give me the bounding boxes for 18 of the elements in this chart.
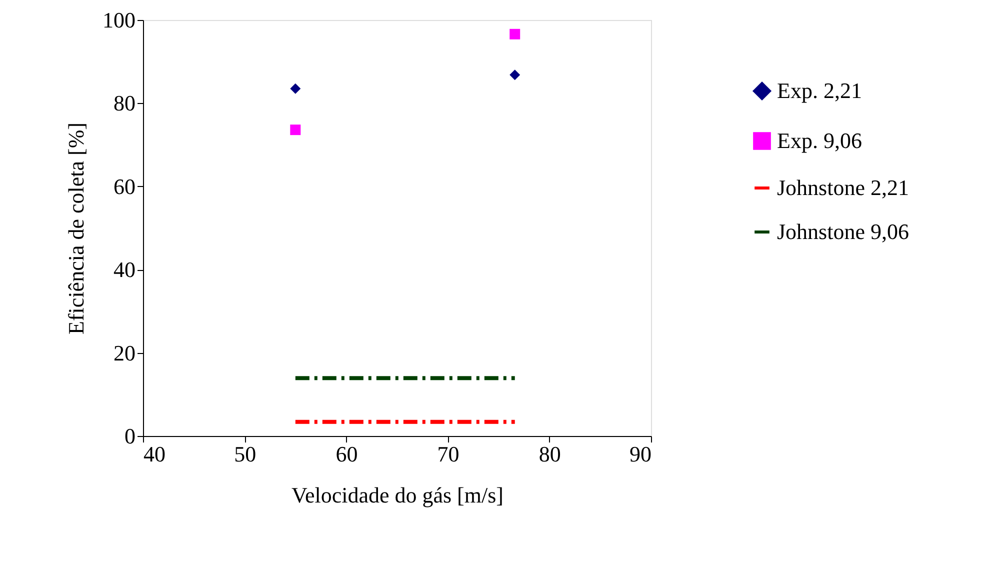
- y-tick-label: 0: [124, 424, 136, 448]
- x-tick-label: 90: [630, 442, 652, 466]
- x-tick-label: 40: [144, 442, 166, 466]
- legend-label: Exp. 9,06: [777, 128, 862, 153]
- x-tick-label: 70: [437, 442, 460, 466]
- y-tick-label: 100: [102, 8, 136, 32]
- x-tick-label: 80: [538, 442, 561, 466]
- legend-label: Johnstone 9,06: [777, 219, 909, 244]
- y-axis-title: Eficiência de coleta [%]: [64, 122, 88, 334]
- x-tick-label: 60: [336, 442, 358, 466]
- legend-label: Exp. 2,21: [777, 78, 862, 103]
- y-tick-label: 20: [114, 340, 136, 366]
- x-axis-title: Velocidade do gás [m/s]: [292, 482, 504, 508]
- legend-label: Johnstone 2,21: [777, 175, 909, 200]
- y-tick-label: 40: [114, 257, 136, 282]
- y-tick-label: 80: [114, 90, 136, 116]
- x-tick-label: 50: [234, 442, 256, 466]
- y-tick-label: 60: [114, 174, 136, 199]
